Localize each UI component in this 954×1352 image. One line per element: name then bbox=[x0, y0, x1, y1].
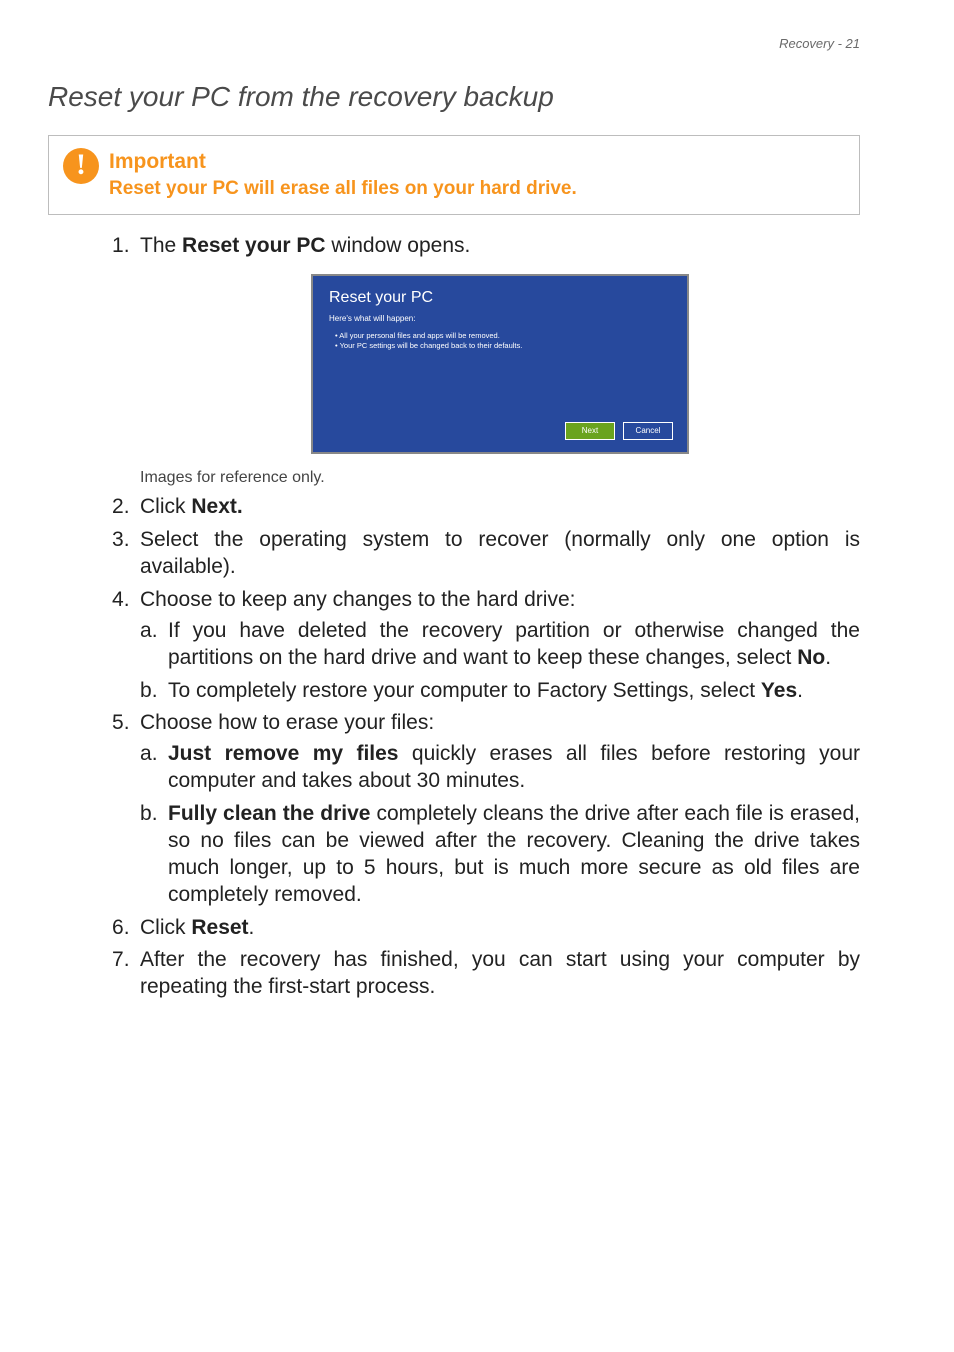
reset-pc-dialog: Reset your PC Here's what will happen: A… bbox=[311, 274, 689, 454]
step-5-text: Choose how to erase your files: bbox=[140, 711, 434, 734]
step-4b: To completely restore your computer to F… bbox=[140, 678, 860, 705]
step-1-text-a: The bbox=[140, 234, 182, 257]
step-2-bold: Next. bbox=[191, 495, 242, 518]
warning-icon: ! bbox=[63, 148, 99, 184]
step-1-bold: Reset your PC bbox=[182, 234, 326, 257]
step-6-text-a: Click bbox=[140, 916, 191, 939]
step-5: Choose how to erase your files: Just rem… bbox=[112, 710, 860, 908]
step-5b: Fully clean the drive completely cleans … bbox=[140, 801, 860, 909]
callout-body: Important Reset your PC will erase all f… bbox=[109, 148, 577, 200]
dialog-subtitle: Here's what will happen: bbox=[329, 314, 671, 324]
step-1: The Reset your PC window opens. Reset yo… bbox=[112, 233, 860, 488]
step-4b-text-a: To completely restore your computer to F… bbox=[168, 679, 761, 702]
step-6-bold: Reset bbox=[191, 916, 248, 939]
step-4a: If you have deleted the recovery partiti… bbox=[140, 618, 860, 672]
step-5a: Just remove my files quickly erases all … bbox=[140, 741, 860, 795]
content-area: The Reset your PC window opens. Reset yo… bbox=[48, 233, 860, 1001]
step-4b-text-c: . bbox=[797, 679, 803, 702]
next-button[interactable]: Next bbox=[565, 422, 615, 440]
step-4a-text-c: . bbox=[825, 646, 831, 669]
step-5a-bold: Just remove my files bbox=[168, 742, 398, 765]
step-4-sublist: If you have deleted the recovery partiti… bbox=[140, 618, 860, 705]
section-title: Reset your PC from the recovery backup bbox=[48, 81, 860, 113]
dialog-bullets: All your personal files and apps will be… bbox=[329, 331, 671, 351]
dialog-title: Reset your PC bbox=[329, 288, 671, 308]
step-2-text-a: Click bbox=[140, 495, 191, 518]
step-1-text-c: window opens. bbox=[326, 234, 471, 257]
step-6-text-c: . bbox=[249, 916, 255, 939]
step-5b-bold: Fully clean the drive bbox=[168, 802, 370, 825]
step-3: Select the operating system to recover (… bbox=[112, 527, 860, 581]
cancel-button[interactable]: Cancel bbox=[623, 422, 673, 440]
step-4: Choose to keep any changes to the hard d… bbox=[112, 587, 860, 705]
step-6: Click Reset. bbox=[112, 915, 860, 942]
dialog-bullet-1: All your personal files and apps will be… bbox=[335, 331, 671, 341]
step-4a-bold: No bbox=[797, 646, 825, 669]
step-5-sublist: Just remove my files quickly erases all … bbox=[140, 741, 860, 908]
step-7: After the recovery has finished, you can… bbox=[112, 947, 860, 1001]
step-2: Click Next. bbox=[112, 494, 860, 521]
dialog-bullet-2: Your PC settings will be changed back to… bbox=[335, 341, 671, 351]
step-4b-bold: Yes bbox=[761, 679, 797, 702]
dialog-screenshot: Reset your PC Here's what will happen: A… bbox=[140, 274, 860, 454]
callout-title: Important bbox=[109, 150, 577, 174]
steps-list: The Reset your PC window opens. Reset yo… bbox=[112, 233, 860, 1001]
important-callout: ! Important Reset your PC will erase all… bbox=[48, 135, 860, 215]
dialog-buttons: Next Cancel bbox=[565, 422, 673, 440]
callout-text: Reset your PC will erase all files on yo… bbox=[109, 178, 577, 200]
reference-note: Images for reference only. bbox=[140, 468, 860, 488]
step-4-text: Choose to keep any changes to the hard d… bbox=[140, 588, 575, 611]
page-header: Recovery - 21 bbox=[48, 36, 860, 51]
step-4a-text-a: If you have deleted the recovery partiti… bbox=[168, 619, 860, 669]
